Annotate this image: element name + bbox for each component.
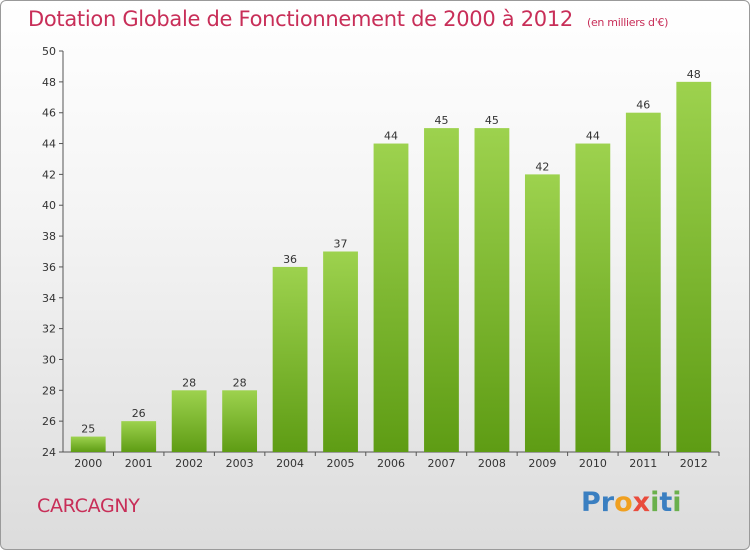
bar-2001 xyxy=(121,421,157,452)
y-tick-label: 26 xyxy=(42,415,56,428)
x-tick-label-2001: 2001 xyxy=(125,457,153,470)
place-name: CARCAGNY xyxy=(37,495,140,517)
y-tick-label: 38 xyxy=(42,230,56,243)
bar-2010 xyxy=(575,143,611,453)
y-tick-label: 36 xyxy=(42,261,56,274)
y-tick-label: 48 xyxy=(42,76,56,89)
value-label-2009: 42 xyxy=(535,160,549,173)
x-tick-label-2005: 2005 xyxy=(327,457,355,470)
bar-2004 xyxy=(272,266,308,452)
value-label-2005: 37 xyxy=(334,238,348,251)
bar-2009 xyxy=(524,174,560,452)
x-tick-label-2003: 2003 xyxy=(226,457,254,470)
bar-2003 xyxy=(222,390,258,452)
value-label-2011: 46 xyxy=(636,99,650,112)
x-tick-label-2012: 2012 xyxy=(680,457,708,470)
x-tick-label-2010: 2010 xyxy=(579,457,607,470)
bar-2002 xyxy=(171,390,207,452)
bar-2008 xyxy=(474,128,510,452)
bar-2006 xyxy=(373,143,409,453)
y-tick-label: 40 xyxy=(42,199,56,212)
y-tick-label: 32 xyxy=(42,323,56,336)
x-tick-label-2008: 2008 xyxy=(478,457,506,470)
x-tick-label-2006: 2006 xyxy=(377,457,405,470)
proxiti-logo: Proxiti xyxy=(581,487,682,518)
chart-title: Dotation Globale de Fonctionnement de 20… xyxy=(28,7,668,31)
value-label-2012: 48 xyxy=(687,68,701,81)
chart-axes: 24 26 28 30 32 34 36 38 40 42 44 46 48 50 xyxy=(42,45,720,459)
y-tick-label: 30 xyxy=(42,353,56,366)
bar-2005 xyxy=(323,251,358,452)
chart-labels: 2000 25 2001 26 2002 28 2003 28 2004 36 2005 37 2006… xyxy=(74,68,708,470)
y-tick-label: 34 xyxy=(42,292,56,305)
chart-bars xyxy=(70,81,712,453)
value-label-2008: 45 xyxy=(485,114,499,127)
y-tick-label: 42 xyxy=(42,168,56,181)
x-tick-label-2011: 2011 xyxy=(629,457,657,470)
y-tick-label: 50 xyxy=(42,45,56,58)
x-tick-label-2000: 2000 xyxy=(74,457,102,470)
chart-title-text: Dotation Globale de Fonctionnement de 20… xyxy=(28,7,573,31)
x-tick-label-2009: 2009 xyxy=(528,457,556,470)
value-label-2001: 26 xyxy=(132,407,146,420)
chart-subtitle: (en milliers d'€) xyxy=(586,16,669,29)
value-label-2010: 44 xyxy=(586,130,600,143)
y-tick-label: 46 xyxy=(42,107,56,120)
value-label-2006: 44 xyxy=(384,130,398,143)
value-label-2003: 28 xyxy=(233,376,247,389)
bar-2012 xyxy=(676,81,712,452)
value-label-2004: 36 xyxy=(283,253,297,266)
y-tick-label: 24 xyxy=(42,446,56,459)
value-label-2007: 45 xyxy=(434,114,448,127)
x-tick-label-2002: 2002 xyxy=(175,457,203,470)
y-tick-label: 28 xyxy=(42,384,56,397)
bar-2007 xyxy=(424,128,459,452)
x-tick-label-2004: 2004 xyxy=(276,457,304,470)
bar-2011 xyxy=(625,112,661,452)
value-label-2002: 28 xyxy=(182,376,196,389)
y-tick-label: 44 xyxy=(42,138,56,151)
value-label-2000: 25 xyxy=(81,423,95,436)
x-tick-label-2007: 2007 xyxy=(427,457,455,470)
bar-2000 xyxy=(70,436,106,452)
